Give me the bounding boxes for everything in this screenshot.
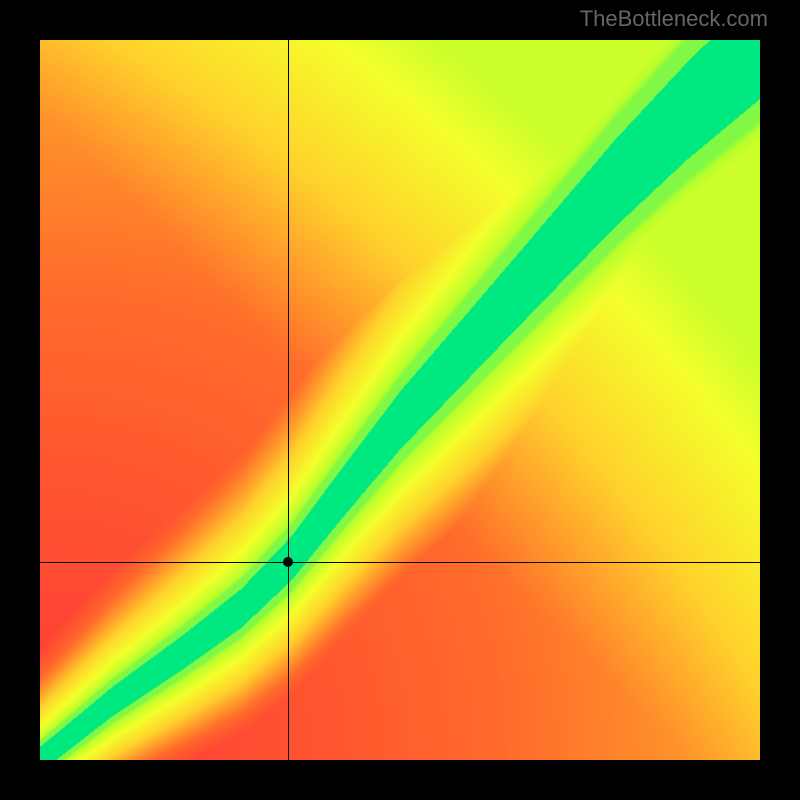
crosshair-vertical	[288, 40, 289, 760]
watermark-text: TheBottleneck.com	[580, 6, 768, 32]
heatmap-canvas	[40, 40, 760, 760]
crosshair-marker	[283, 557, 293, 567]
heatmap-plot-area	[40, 40, 760, 760]
crosshair-horizontal	[40, 562, 760, 563]
